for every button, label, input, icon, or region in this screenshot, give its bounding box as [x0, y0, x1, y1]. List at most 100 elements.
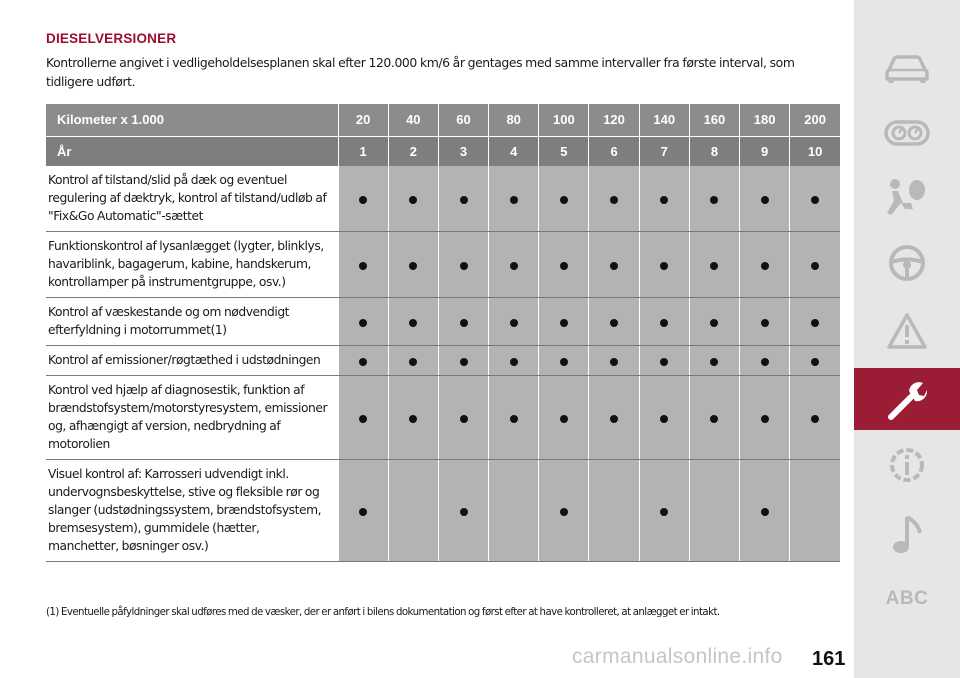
- interval-cell: [789, 375, 840, 460]
- interval-cell: [337, 459, 389, 562]
- dashboard-icon: [884, 119, 930, 147]
- km-header-cell: 140: [638, 104, 690, 136]
- check-dot: [710, 358, 719, 366]
- year-header-cell: 6: [588, 135, 640, 166]
- interval-cell: [488, 345, 539, 376]
- interval-cell: [337, 345, 389, 376]
- check-description: Visuel kontrol af: Karrosseri udvendigt …: [46, 459, 339, 562]
- interval-cell: [538, 231, 589, 298]
- interval-cell: [538, 166, 589, 232]
- check-dot: [409, 358, 418, 366]
- check-dot: [409, 262, 418, 270]
- check-dot: [610, 358, 619, 366]
- km-header-row: Kilometer x 1.000 20 40 60 80 100 120 14…: [46, 104, 840, 136]
- sidebar-item-specifications[interactable]: [854, 434, 960, 496]
- interval-cell: [387, 345, 439, 376]
- year-header-cell: 5: [538, 135, 589, 166]
- section-heading: DIESELVERSIONER: [46, 31, 177, 46]
- check-dot: [459, 262, 468, 270]
- check-dot: [359, 358, 368, 366]
- check-dot: [409, 319, 418, 327]
- sidebar-item-index[interactable]: ABC: [854, 568, 960, 630]
- maintenance-schedule-table: Kilometer x 1.000 20 40 60 80 100 120 14…: [46, 104, 840, 562]
- check-dot: [760, 196, 769, 204]
- check-dot: [660, 262, 669, 270]
- interval-cell: [739, 345, 790, 376]
- car-icon: [884, 54, 930, 84]
- airbag-person-icon: [885, 177, 929, 217]
- year-header-cell: 3: [437, 135, 489, 166]
- year-header-cell: 10: [789, 135, 840, 166]
- check-dot: [760, 358, 769, 366]
- check-dot: [660, 415, 669, 423]
- interval-cell: [789, 345, 840, 376]
- interval-cell: [437, 231, 489, 298]
- check-dot: [459, 358, 468, 366]
- interval-cell: [638, 297, 690, 346]
- check-dot: [509, 262, 518, 270]
- sidebar-item-safety[interactable]: [854, 166, 960, 228]
- interval-cell: [688, 166, 740, 232]
- sidebar-item-dashboard[interactable]: [854, 102, 960, 164]
- table-row: Kontrol af emissioner/røgtæthed i udstød…: [46, 345, 840, 376]
- interval-cell: [387, 375, 439, 460]
- check-dot: [811, 415, 820, 423]
- page-number: 161: [812, 648, 846, 670]
- km-header-cell: 100: [538, 104, 589, 136]
- sidebar-item-multimedia[interactable]: [854, 504, 960, 566]
- sidebar-item-maintenance[interactable]: [854, 368, 960, 430]
- interval-cell: [538, 345, 589, 376]
- check-dot: [610, 319, 619, 327]
- interval-cell: [588, 345, 640, 376]
- km-header-cell: 120: [588, 104, 640, 136]
- interval-cell: [638, 375, 690, 460]
- table-row: Kontrol af tilstand/slid på dæk og event…: [46, 166, 840, 232]
- km-header-cell: 160: [688, 104, 740, 136]
- check-dot: [359, 319, 368, 327]
- km-header-cell: 40: [387, 104, 439, 136]
- sidebar-item-emergency[interactable]: [854, 300, 960, 362]
- interval-cell: [387, 231, 439, 298]
- km-header-cell: 20: [337, 104, 389, 136]
- check-dot: [610, 415, 619, 423]
- check-dot: [660, 196, 669, 204]
- check-dot: [610, 196, 619, 204]
- sidebar-item-car[interactable]: [854, 38, 960, 100]
- check-dot: [559, 358, 568, 366]
- watermark: carmanualsonline.info: [572, 645, 783, 668]
- interval-cell: [488, 297, 539, 346]
- interval-cell: [588, 297, 640, 346]
- interval-cell: [387, 459, 439, 562]
- interval-cell: [739, 231, 790, 298]
- interval-cell: [688, 297, 740, 346]
- steering-wheel-icon: [887, 243, 927, 283]
- interval-cell: [387, 297, 439, 346]
- interval-cell: [638, 459, 690, 562]
- interval-cell: [789, 297, 840, 346]
- check-dot: [559, 415, 568, 423]
- km-header-cell: 80: [488, 104, 539, 136]
- intro-paragraph: Kontrollerne angivet i vedligeholdelsesp…: [46, 55, 795, 89]
- table-row: Kontrol ved hjælp af diagnosestik, funkt…: [46, 375, 840, 460]
- check-dot: [459, 319, 468, 327]
- year-header-cell: 2: [387, 135, 439, 166]
- interval-cell: [638, 231, 690, 298]
- footnote: (1) Eventuelle påfyldninger skal udføres…: [46, 605, 840, 620]
- km-header-cell: 180: [739, 104, 790, 136]
- sidebar-item-driving[interactable]: [854, 232, 960, 294]
- interval-cell: [437, 375, 489, 460]
- interval-cell: [789, 166, 840, 232]
- interval-cell: [538, 375, 589, 460]
- check-dot: [610, 262, 619, 270]
- check-dot: [459, 415, 468, 423]
- table-row: Kontrol af væskestande og om nødvendigt …: [46, 297, 840, 346]
- km-header-cell: 200: [789, 104, 840, 136]
- info-gear-icon: [885, 443, 929, 487]
- interval-cell: [588, 231, 640, 298]
- chapter-sidebar: ABC: [854, 0, 960, 678]
- check-dot: [409, 196, 418, 204]
- interval-cell: [488, 166, 539, 232]
- check-dot: [760, 319, 769, 327]
- check-dot: [459, 196, 468, 204]
- check-dot: [559, 262, 568, 270]
